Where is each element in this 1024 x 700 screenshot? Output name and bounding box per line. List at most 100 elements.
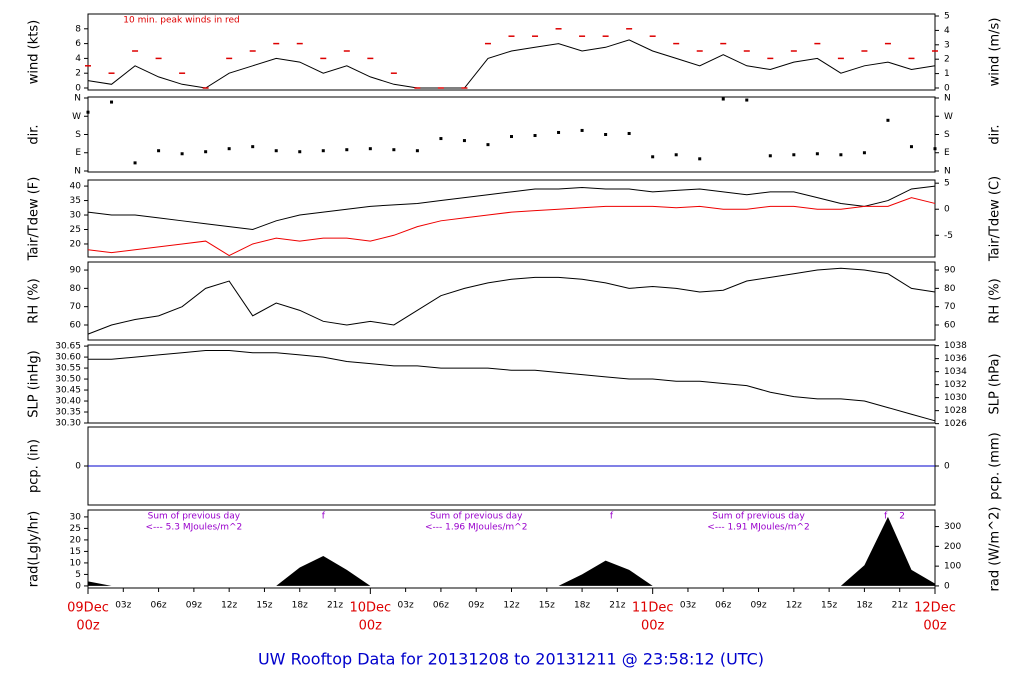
point xyxy=(627,131,631,135)
point xyxy=(157,149,161,153)
panel-frame xyxy=(87,261,936,341)
point xyxy=(839,153,843,157)
y2-axis-label: Tair/Tdew (C) xyxy=(988,176,1003,262)
x-tick-label: 12z xyxy=(221,601,237,611)
y2-tick-label: N xyxy=(944,166,951,176)
page-title: UW Rooftop Data for 20131208 to 20131211… xyxy=(258,650,764,669)
point xyxy=(462,139,466,143)
y2-tick-label: 5 xyxy=(944,179,950,189)
point xyxy=(180,152,184,156)
y2-tick-label: 5 xyxy=(944,12,950,22)
y2-tick-label: 1028 xyxy=(944,406,967,416)
y-tick-label: N xyxy=(74,166,81,176)
y2-tick-label: 1032 xyxy=(944,380,967,390)
annotation: 10 min. peak winds in red xyxy=(123,16,239,26)
annotation: Sum of previous day xyxy=(148,512,241,522)
y-tick-label: 0 xyxy=(75,84,81,94)
annotation: <--- 1.91 MJoules/m^2 xyxy=(707,523,809,533)
annotation: 2 xyxy=(899,512,905,522)
point xyxy=(580,128,584,132)
x-tick-label: 03z xyxy=(398,601,414,611)
y2-tick-label: 1026 xyxy=(944,419,967,429)
point xyxy=(815,152,819,156)
date-tick-sublabel: 00z xyxy=(76,619,100,634)
y-tick-label: 10 xyxy=(70,558,82,568)
y2-tick-label: 1 xyxy=(944,69,950,79)
y-tick-label: 35 xyxy=(70,196,81,206)
x-tick-label: 09z xyxy=(186,601,202,611)
point xyxy=(510,135,513,139)
y-tick-label: 30.65 xyxy=(55,342,81,352)
point xyxy=(604,133,608,136)
point xyxy=(251,145,255,149)
y-axis-label: Tair/Tdew (F) xyxy=(27,177,42,262)
x-tick-label: 03z xyxy=(115,601,131,611)
date-tick-label: 10Dec xyxy=(349,601,391,616)
series-line xyxy=(87,197,936,257)
y-tick-label: N xyxy=(74,94,81,104)
y2-tick-label: 200 xyxy=(944,542,961,552)
y-tick-label: 70 xyxy=(70,302,82,312)
x-tick-label: 18z xyxy=(292,601,308,611)
point xyxy=(298,150,302,154)
point xyxy=(133,161,137,165)
y2-tick-label: 3 xyxy=(944,40,950,50)
y2-axis-label: wind (m/s) xyxy=(988,18,1003,87)
point xyxy=(674,153,678,157)
y-axis-label: rad(Lgly/hr) xyxy=(27,511,42,587)
y2-tick-label: 100 xyxy=(944,562,961,572)
y-tick-label: 0 xyxy=(75,581,81,591)
y2-tick-label: 0 xyxy=(944,462,950,472)
y-tick-label: 40 xyxy=(70,182,82,192)
annotation: f xyxy=(322,512,326,522)
y-tick-label: 30.50 xyxy=(55,375,81,385)
point xyxy=(886,118,890,122)
point xyxy=(227,147,231,151)
y-tick-label: 6 xyxy=(75,39,81,49)
y-tick-label: W xyxy=(72,112,81,122)
y2-axis-label: SLP (hPa) xyxy=(988,353,1003,414)
x-tick-label: 06z xyxy=(433,601,449,611)
y2-tick-label: 1038 xyxy=(944,341,967,351)
y-tick-label: 60 xyxy=(70,320,82,330)
x-tick-label: 09z xyxy=(468,601,484,611)
y-tick-label: 20 xyxy=(70,535,82,545)
point xyxy=(909,145,913,149)
x-tick-label: 21z xyxy=(609,601,625,611)
x-tick-label: 15z xyxy=(256,601,272,611)
y-axis-label: wind (kts) xyxy=(27,20,42,84)
y-tick-label: 15 xyxy=(70,547,81,557)
annotation: f xyxy=(610,512,614,522)
x-tick-label: 12z xyxy=(786,601,802,611)
x-tick-label: 21z xyxy=(327,601,343,611)
x-tick-label: 15z xyxy=(539,601,555,611)
point xyxy=(368,147,372,151)
y-tick-label: 0 xyxy=(75,462,81,472)
series-line xyxy=(87,39,936,89)
y2-tick-label: 2 xyxy=(944,55,950,65)
y-tick-label: 20 xyxy=(70,239,82,249)
y-tick-label: 80 xyxy=(70,284,82,294)
y-tick-label: 90 xyxy=(70,266,82,276)
y2-tick-label: 1034 xyxy=(944,367,967,377)
y-axis-label: pcp. (in) xyxy=(27,439,42,493)
y2-tick-label: 90 xyxy=(944,266,956,276)
series-line xyxy=(87,185,936,231)
series-line xyxy=(88,349,936,422)
point xyxy=(392,148,396,152)
y-tick-label: E xyxy=(75,148,81,158)
y2-tick-label: 60 xyxy=(944,320,956,330)
y2-tick-label: 0 xyxy=(944,581,950,591)
point xyxy=(933,147,937,151)
date-tick-label: 12Dec xyxy=(914,601,956,616)
y-tick-label: S xyxy=(75,130,81,140)
x-tick-label: 18z xyxy=(856,601,872,611)
panel-frame xyxy=(87,344,936,424)
y-axis-label: dir. xyxy=(27,124,42,144)
y2-tick-label: N xyxy=(944,94,951,104)
x-tick-label: 06z xyxy=(715,601,731,611)
x-tick-label: 09z xyxy=(750,601,766,611)
y-tick-label: 30.45 xyxy=(55,386,81,396)
y-tick-label: 30.30 xyxy=(55,419,81,429)
